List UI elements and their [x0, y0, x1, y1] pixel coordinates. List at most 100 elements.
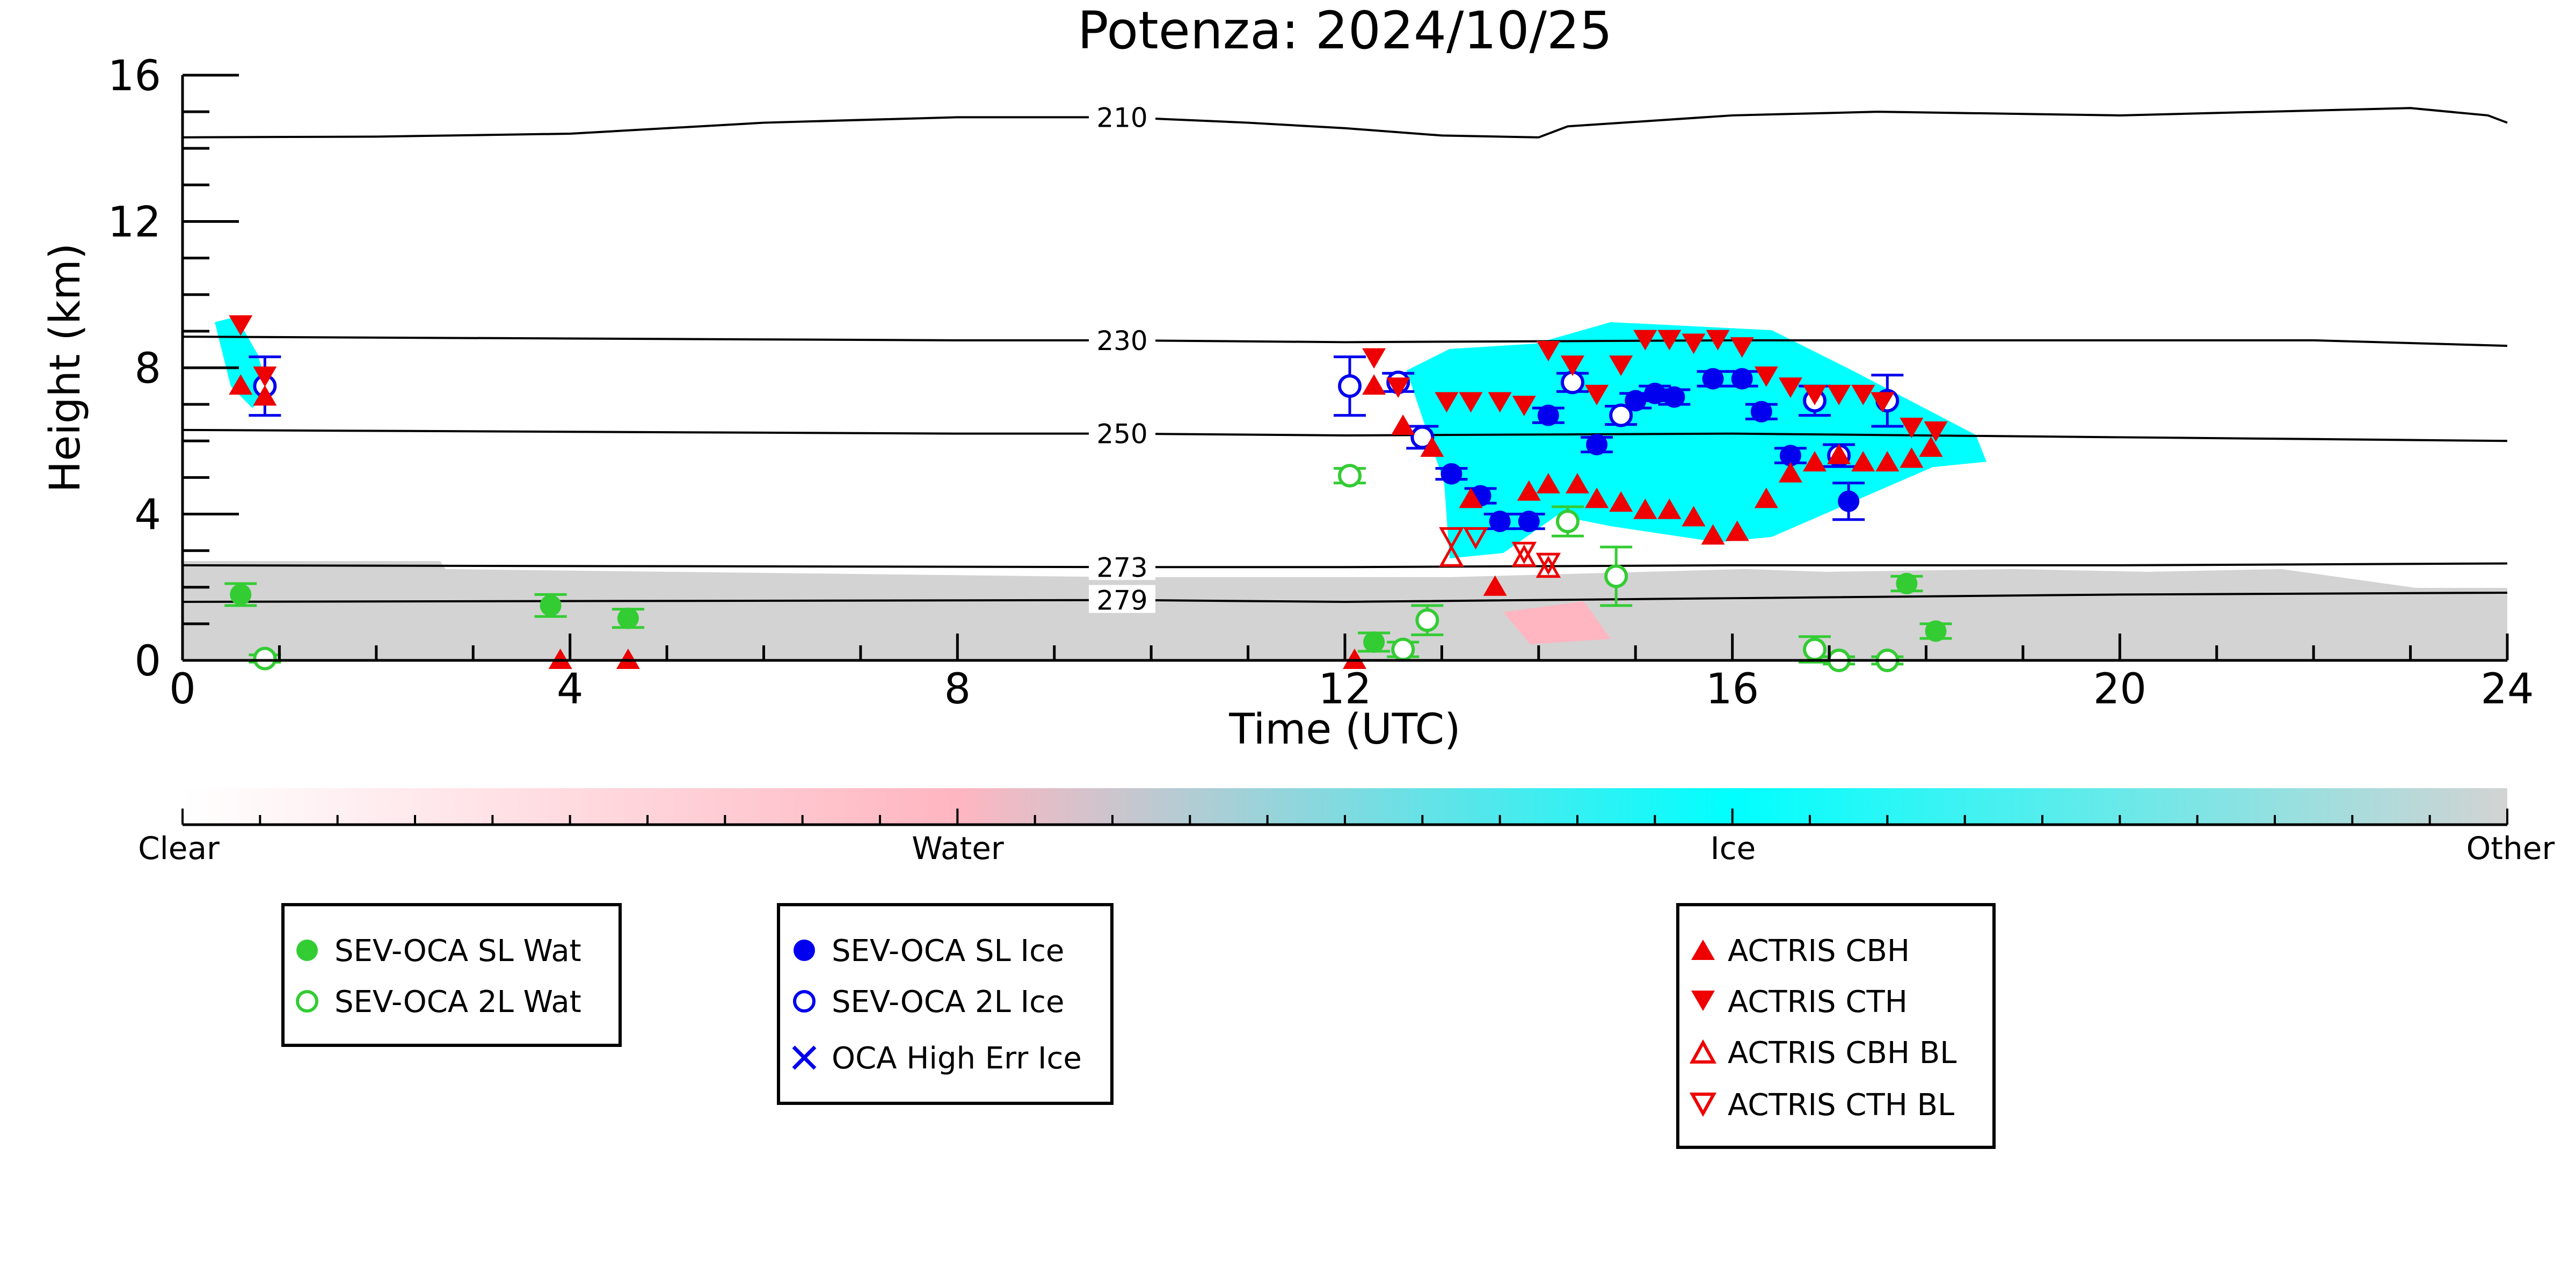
isotherm-label-bg-273: [1089, 552, 1156, 580]
actris-cth-point-2: [1362, 348, 1386, 369]
x-tick-label-8: 8: [944, 665, 971, 714]
actris-cth-bl-point-3: [1536, 552, 1561, 576]
sev-oca-2l-wat-point-1: [1338, 463, 1362, 487]
colorbar-label-water: Water: [912, 830, 1004, 867]
legend-label-high-err-ice: OCA High Err Ice: [832, 1041, 1082, 1076]
actris-cbh-bl-point-0: [1439, 544, 1464, 567]
legend-label-cbh: ACTRIS CBH: [1728, 934, 1910, 969]
y-axis-label: Height (km): [41, 243, 90, 493]
legend-marker-sl-wat: [296, 940, 318, 961]
sev-oca-sl-ice-point-5: [1586, 434, 1608, 456]
actris-cbh-point-24: [1851, 451, 1875, 472]
actris-cbh-point-2: [548, 649, 572, 669]
actris-cbh-point-7: [1420, 436, 1444, 457]
actris-cth-point-0: [229, 315, 253, 336]
legend-label-sl-wat: SEV-OCA SL Wat: [334, 934, 581, 969]
isotherm-label-230: 230: [1096, 325, 1147, 356]
actris-cbh-bl-point-2: [1536, 555, 1561, 578]
legend-marker-2l-wat: [296, 990, 318, 1013]
isotherm-label-210: 210: [1096, 102, 1147, 133]
sev-oca-sl-ice-point-4: [1537, 404, 1559, 426]
y-tick-label-4: 4: [134, 491, 161, 540]
legend-ice: SEV-OCA SL Ice SEV-OCA 2L Ice OCA High E…: [777, 903, 1114, 1105]
legend-marker-sl-ice: [794, 940, 815, 961]
actris-cbh-point-9: [1483, 575, 1507, 596]
colorbar-ticks: [181, 809, 2508, 825]
legend-label-2l-ice: SEV-OCA 2L Ice: [832, 985, 1064, 1020]
actris-cbh-point-19: [1725, 520, 1749, 541]
legend-ice-frame: [777, 903, 1114, 1105]
x-tick-label-24: 24: [2480, 665, 2534, 714]
legend-actris: ACTRIS CBH ACTRIS CTH ACTRIS CBH BL ACTR…: [1676, 903, 1996, 1149]
isotherm-273: [182, 562, 2508, 569]
actris-cth-point-16: [1730, 337, 1754, 358]
actris-cbh-bl-point-1: [1511, 544, 1537, 567]
actris-cbh-point-13: [1585, 487, 1609, 508]
sev-oca-sl-ice-point-10: [1731, 368, 1753, 390]
legend-marker-cth-bl: [1689, 1093, 1717, 1117]
sev-oca-sl-wat-point-3: [1363, 631, 1385, 653]
legend-marker-cth: [1691, 991, 1715, 1011]
actris-cth-point-15: [1706, 330, 1730, 351]
legend-label-cth-bl: ACTRIS CTH BL: [1728, 1088, 1954, 1123]
sev-oca-sl-wat-point-1: [540, 594, 562, 616]
sev-oca-sl-ice-point-2: [1489, 511, 1511, 533]
actris-cbh-point-22: [1803, 451, 1827, 472]
actris-cbh-point-27: [1919, 436, 1943, 457]
actris-cth-point-21: [1851, 384, 1875, 405]
legend-actris-frame: [1676, 903, 1996, 1149]
actris-cbh-point-6: [1391, 414, 1415, 435]
legend-label-sl-ice: SEV-OCA SL Ice: [832, 934, 1064, 969]
sev-oca-sl-ice-point-13: [1838, 490, 1860, 512]
sev-oca-2l-wat-point-4: [1555, 510, 1580, 534]
actris-cbh-point-4: [1343, 649, 1367, 669]
sev-oca-sl-ice-point-8: [1663, 386, 1685, 408]
legend-marker-cbh: [1691, 940, 1715, 960]
actris-cbh-point-12: [1566, 473, 1589, 493]
chart-title: Potenza: 2024/10/25: [1078, 1, 1612, 61]
cloud-mask: [183, 317, 2507, 660]
actris-cbh-point-1: [253, 385, 277, 406]
isotherm-label-bg-230: [1089, 325, 1156, 353]
isotherm-279: [182, 591, 2508, 603]
isotherm-label-bg-279: [1089, 585, 1156, 613]
actris-cth-point-7: [1512, 396, 1536, 417]
x-axis-label: Time (UTC): [1228, 705, 1460, 754]
x-tick-label-0: 0: [169, 665, 196, 714]
actris-cth-point-10: [1585, 384, 1609, 405]
actris-cth-point-18: [1778, 377, 1802, 398]
sev-oca-2l-ice-point-3: [1410, 425, 1435, 449]
actris-cth-point-23: [1900, 418, 1924, 438]
x-tick-label-4: 4: [557, 665, 584, 714]
actris-cbh-point-16: [1657, 498, 1682, 519]
legend-marker-high-err-ice: [792, 1045, 817, 1070]
legend-marker-cbh-bl: [1689, 1039, 1717, 1064]
actris-cbh-point-11: [1536, 473, 1560, 493]
y-tick-label-8: 8: [134, 345, 161, 393]
isotherm-250: [182, 428, 2508, 442]
sev-oca-2l-wat-point-6: [1803, 637, 1827, 661]
legend-label-cbh-bl: ACTRIS CBH BL: [1728, 1036, 1956, 1071]
actris-cth-bl-point-0: [1439, 527, 1464, 550]
sev-oca-sl-wat-point-4: [1896, 572, 1918, 594]
axis-ticks: 0 4 8 12 16 20 24 0 4 8 12 16: [108, 52, 2534, 714]
actris-cbh-point-8: [1459, 487, 1483, 508]
actris-cth-point-13: [1657, 330, 1682, 351]
sev-oca-sl-ice-point-12: [1779, 445, 1801, 467]
x-tick-label-12: 12: [1318, 665, 1371, 714]
legend-water: SEV-OCA SL Wat SEV-OCA 2L Wat: [281, 903, 622, 1047]
actris-cth-point-4: [1435, 392, 1459, 413]
y-tick-label-16: 16: [108, 52, 161, 100]
sev-oca-2l-wat-point-2: [1391, 637, 1415, 661]
actris-cth-point-11: [1609, 355, 1633, 376]
legend-label-cth: ACTRIS CTH: [1728, 985, 1908, 1020]
sev-oca-2l-wat-point-5: [1604, 564, 1628, 588]
actris-cth-point-5: [1459, 392, 1483, 413]
actris-cbh-point-5: [1362, 374, 1386, 395]
actris-cth-point-3: [1386, 377, 1410, 398]
actris-cth-point-12: [1633, 330, 1657, 351]
actris-cbh-point-25: [1875, 451, 1900, 472]
actris-cth-point-14: [1682, 333, 1706, 354]
actris-cth-bl-point-1: [1463, 527, 1488, 550]
sev-oca-sl-wat-point-0: [230, 584, 252, 606]
